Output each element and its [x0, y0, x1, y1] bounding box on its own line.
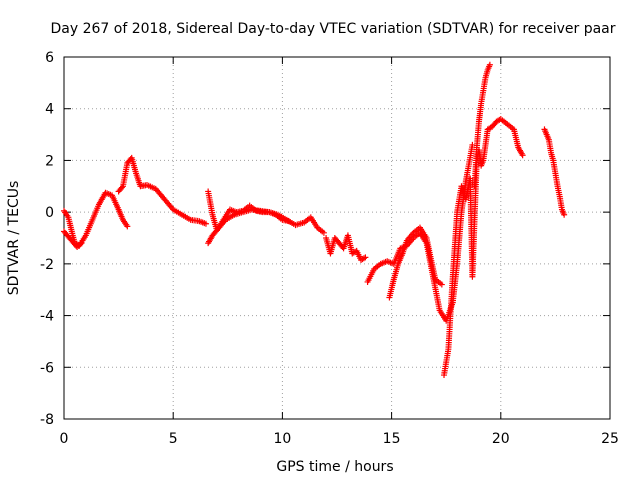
series-track-f — [323, 232, 369, 263]
y-axis-label: SDTVAR / TECUs — [6, 181, 22, 296]
series-track-j — [471, 61, 493, 190]
data-point — [202, 220, 209, 227]
data-point — [212, 228, 219, 235]
series-track-e — [205, 202, 292, 247]
data-point — [285, 218, 292, 225]
y-tick-label: -4 — [40, 309, 54, 325]
data-points — [61, 61, 568, 379]
series-track-h — [386, 224, 445, 301]
x-tick-label: 15 — [383, 431, 401, 447]
data-point — [118, 184, 125, 191]
data-point — [438, 281, 445, 288]
chart-title: Day 267 of 2018, Sidereal Day-to-day VTE… — [50, 21, 615, 37]
data-point — [519, 152, 526, 159]
data-point — [561, 211, 568, 218]
x-tick-label: 0 — [60, 431, 69, 447]
series-track-g — [364, 141, 476, 324]
series-track-k — [541, 126, 568, 218]
data-point — [124, 223, 131, 230]
x-tick-labels: 0 5 10 15 20 25 — [60, 431, 619, 447]
y-tick-label: 6 — [45, 50, 54, 66]
y-tick-label: -8 — [40, 412, 54, 428]
y-tick-label: -2 — [40, 257, 54, 273]
x-tick-label: 10 — [273, 431, 291, 447]
data-point — [362, 254, 369, 261]
x-axis-label: GPS time / hours — [276, 459, 393, 475]
data-point — [320, 229, 327, 236]
data-point — [486, 61, 493, 68]
data-point — [78, 240, 85, 247]
y-tick-labels: -8 -6 -4 -2 0 2 4 6 — [40, 50, 54, 428]
plot-frame — [63, 56, 611, 420]
y-tick-label: 4 — [45, 102, 54, 118]
y-tick-label: 2 — [45, 153, 54, 169]
series-track-c — [115, 154, 209, 227]
series-track-i — [441, 116, 526, 379]
y-tick-label: 0 — [45, 205, 54, 221]
x-tick-label: 25 — [601, 431, 619, 447]
y-tick-label: -6 — [40, 360, 54, 376]
series-track-b — [61, 228, 85, 251]
x-tick-label: 20 — [492, 431, 510, 447]
x-tick-label: 5 — [169, 431, 178, 447]
